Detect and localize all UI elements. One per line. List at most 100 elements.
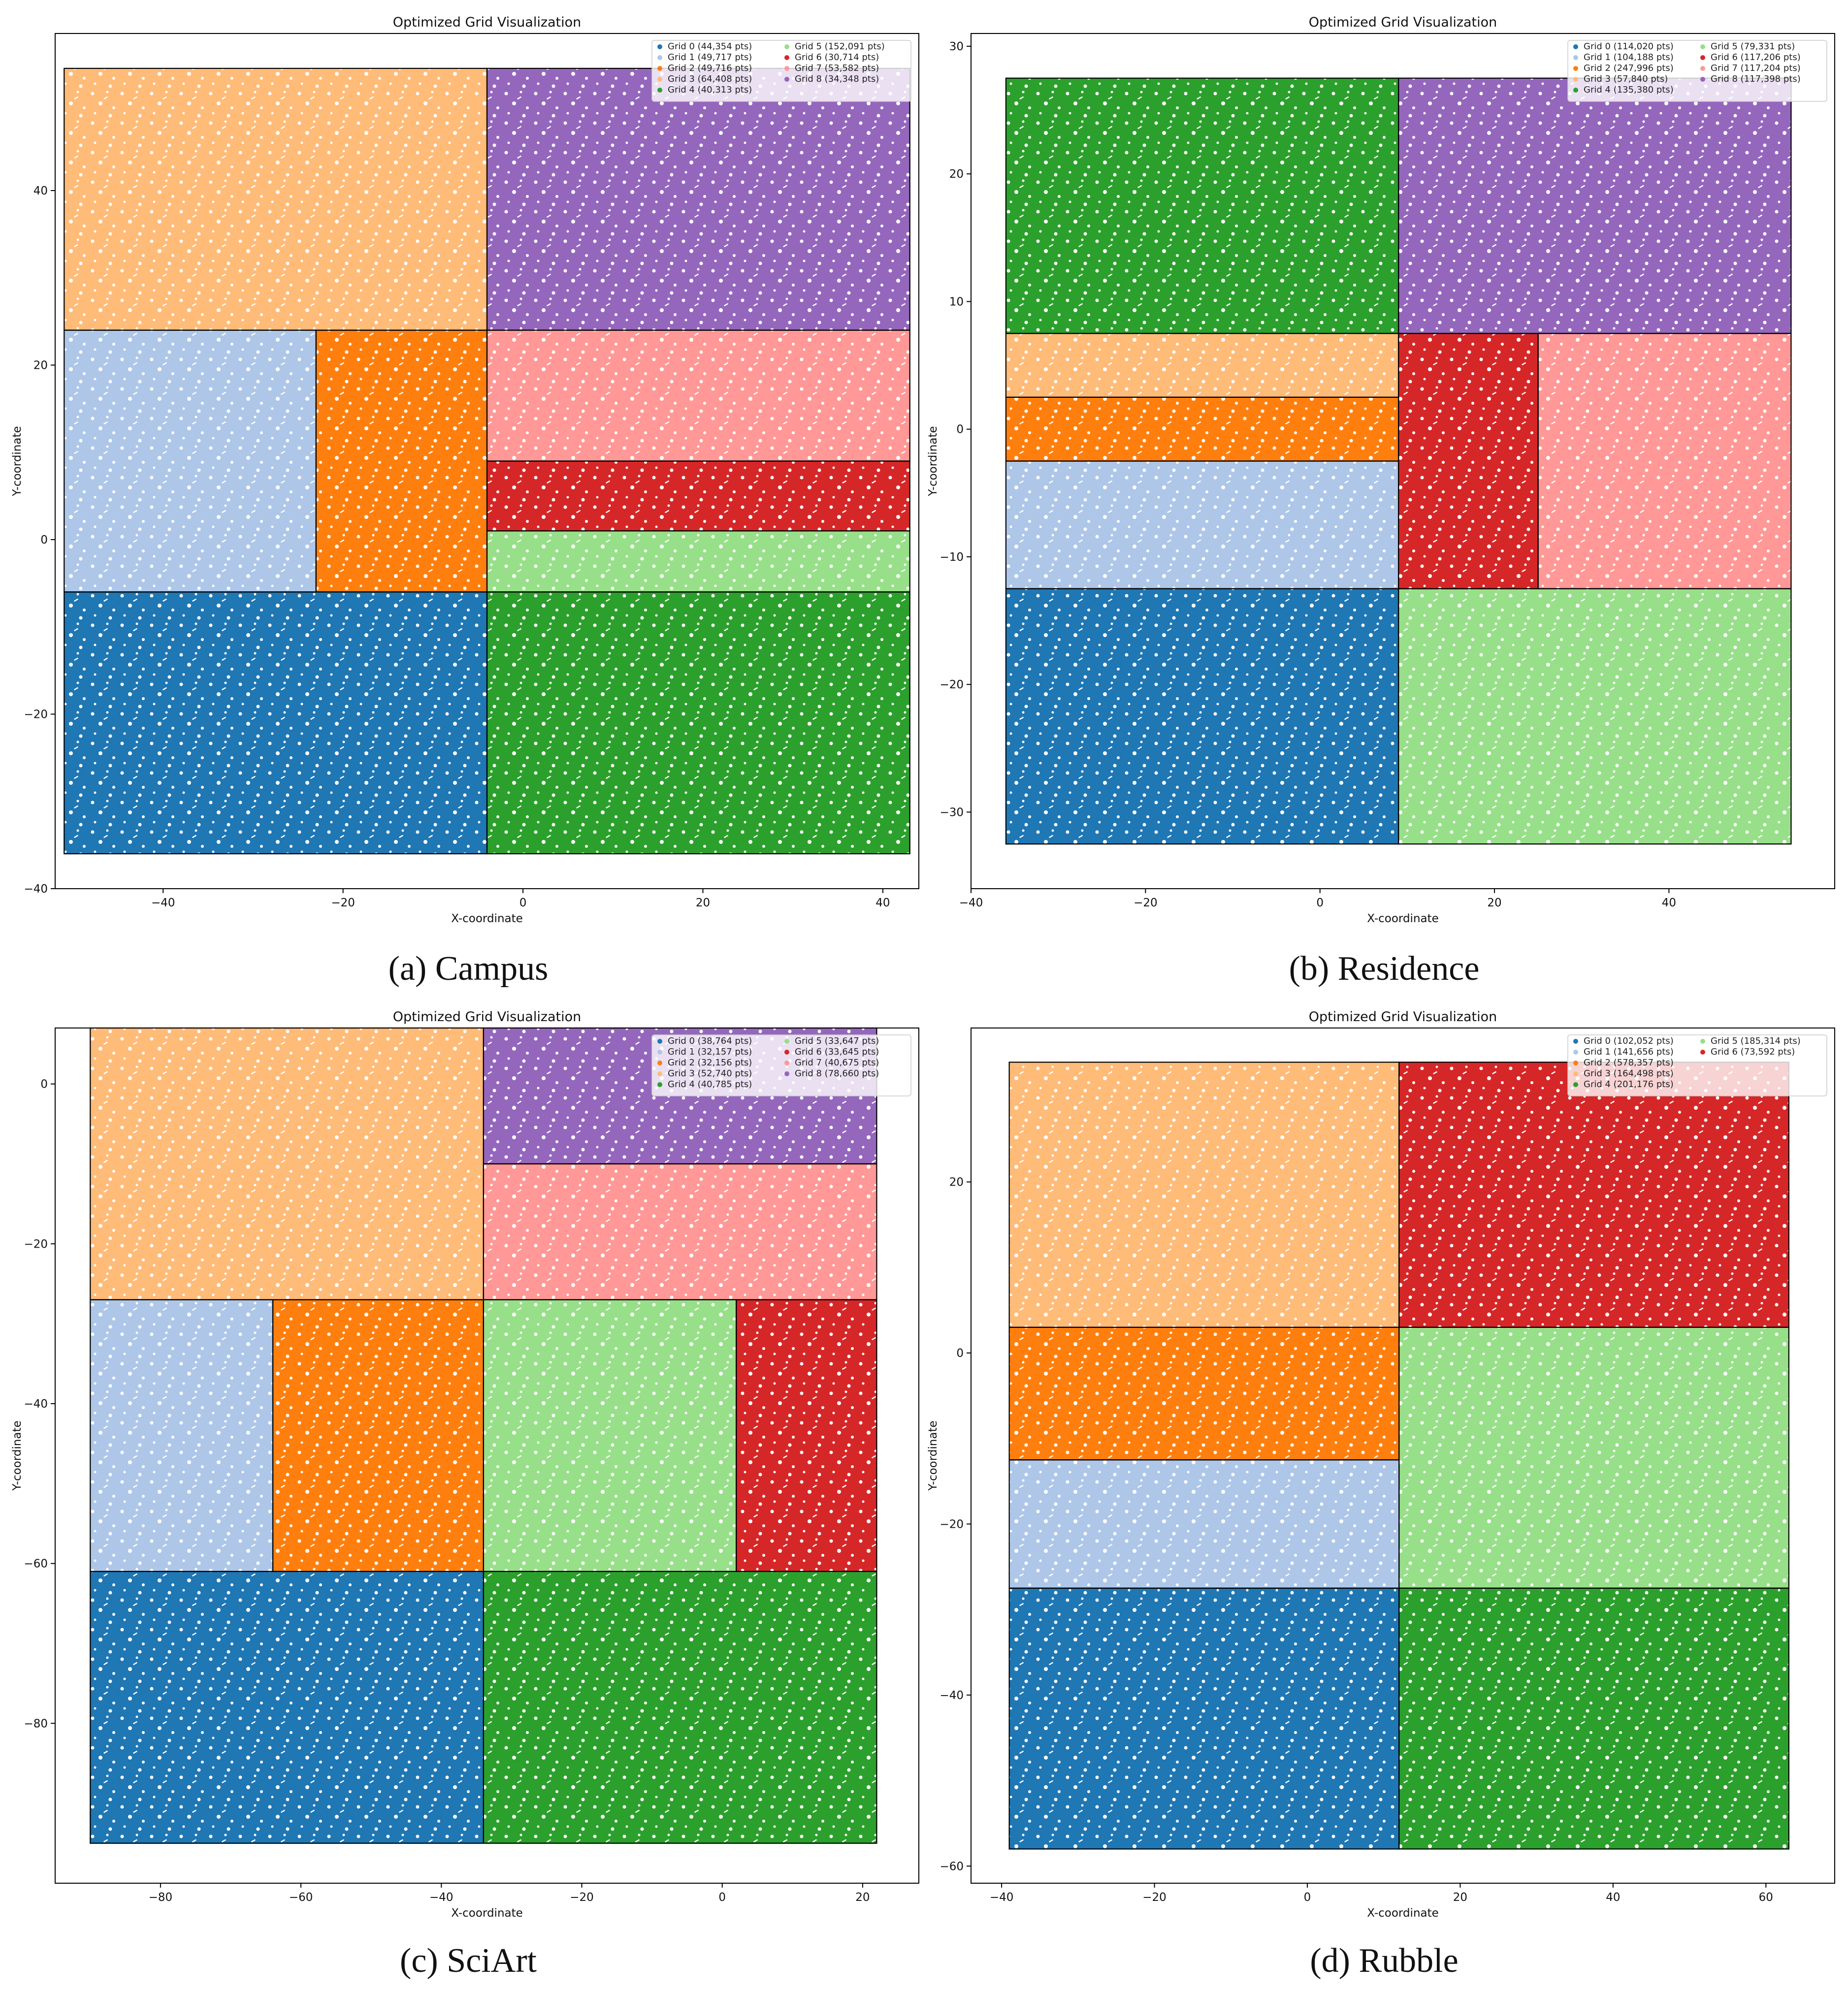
y-tick-label: 20 bbox=[33, 359, 48, 372]
legend-entry: Grid 5 (185,314 pts) bbox=[1711, 1036, 1801, 1046]
axes-frame bbox=[55, 33, 919, 889]
legend-entry: Grid 5 (152,091 pts) bbox=[795, 41, 885, 52]
y-tick-label: −60 bbox=[24, 1558, 48, 1571]
y-tick-label: −60 bbox=[940, 1860, 964, 1873]
legend-marker bbox=[1573, 1071, 1578, 1076]
y-tick-label: −40 bbox=[940, 1689, 964, 1702]
chart-panel-0: Optimized Grid Visualization −40 −20 0 20 40 −… bbox=[11, 15, 919, 925]
legend-entry: Grid 5 (79,331 pts) bbox=[1711, 41, 1795, 52]
y-tick-label: 10 bbox=[949, 295, 964, 308]
y-axis-label: Y-coordinate bbox=[927, 426, 940, 496]
grid-cell-grid-0 bbox=[1009, 1588, 1399, 1849]
legend-marker bbox=[1700, 1039, 1705, 1044]
grid-cell-grid-0 bbox=[64, 592, 487, 854]
legend-entry: Grid 1 (49,717 pts) bbox=[668, 52, 752, 63]
y-tick-label: −20 bbox=[940, 1518, 964, 1531]
legend-entry: Grid 0 (44,354 pts) bbox=[668, 41, 752, 52]
legend-entry: Grid 6 (73,592 pts) bbox=[1711, 1047, 1795, 1057]
legend-marker bbox=[784, 1039, 789, 1044]
legend-entry: Grid 4 (40,313 pts) bbox=[668, 85, 752, 95]
chart-panel-3: Optimized Grid Visualization −40 −20 0 20 40 6… bbox=[927, 1009, 1835, 1920]
x-tick-label: −40 bbox=[959, 897, 983, 909]
grid-cell-grid-6 bbox=[487, 461, 910, 531]
legend-marker bbox=[1700, 1050, 1705, 1055]
legend-entry: Grid 8 (34,348 pts) bbox=[795, 74, 879, 84]
legend-marker bbox=[1700, 77, 1705, 82]
x-tick-label: 40 bbox=[875, 897, 890, 909]
legend-marker bbox=[657, 1060, 662, 1065]
y-tick-label: 20 bbox=[949, 1176, 964, 1189]
legend-entry: Grid 0 (114,020 pts) bbox=[1584, 41, 1674, 52]
axes-frame bbox=[55, 1028, 919, 1884]
legend-marker bbox=[1700, 66, 1705, 71]
legend-marker bbox=[657, 77, 662, 82]
y-axis-label: Y-coordinate bbox=[11, 1420, 24, 1491]
legend-entry: Grid 2 (247,996 pts) bbox=[1584, 63, 1674, 73]
legend-entry: Grid 1 (104,188 pts) bbox=[1584, 52, 1674, 63]
legend-marker bbox=[784, 55, 789, 60]
chart-title: Optimized Grid Visualization bbox=[1309, 15, 1497, 30]
legend-entry: Grid 4 (201,176 pts) bbox=[1584, 1079, 1674, 1090]
legend-marker bbox=[657, 1050, 662, 1055]
y-tick-label: −40 bbox=[24, 883, 48, 896]
legend-entry: Grid 2 (49,716 pts) bbox=[668, 63, 752, 73]
grid-cell-grid-2 bbox=[1005, 397, 1399, 461]
grid-cell-grid-3 bbox=[64, 68, 487, 330]
legend-entry: Grid 8 (78,660 pts) bbox=[795, 1068, 879, 1079]
legend-entry: Grid 6 (117,206 pts) bbox=[1711, 52, 1801, 63]
axes-frame bbox=[971, 1028, 1835, 1884]
x-tick-label: −20 bbox=[570, 1891, 594, 1904]
grid-cell-grid-5 bbox=[487, 531, 910, 592]
legend-entry: Grid 2 (578,357 pts) bbox=[1584, 1058, 1674, 1068]
chart-title: Optimized Grid Visualization bbox=[393, 15, 582, 30]
y-tick-label: −80 bbox=[24, 1717, 48, 1730]
x-tick-label: 40 bbox=[1662, 897, 1676, 909]
grid-cell-grid-7 bbox=[1538, 333, 1791, 589]
x-tick-label: −40 bbox=[429, 1891, 454, 1904]
legend-marker bbox=[1573, 55, 1578, 60]
y-axis-label: Y-coordinate bbox=[927, 1420, 940, 1491]
legend-marker bbox=[1700, 44, 1705, 49]
grid-cell-grid-6 bbox=[1399, 1062, 1789, 1327]
legend-entry: Grid 0 (38,764 pts) bbox=[668, 1036, 752, 1046]
grid-cell-grid-4 bbox=[1005, 78, 1399, 334]
y-tick-label: −20 bbox=[940, 678, 964, 691]
legend-entry: Grid 7 (53,582 pts) bbox=[795, 63, 879, 73]
legend-marker bbox=[1573, 88, 1578, 93]
legend-entry: Grid 3 (164,498 pts) bbox=[1584, 1068, 1674, 1079]
x-tick-label: 40 bbox=[1606, 1891, 1620, 1904]
legend-box bbox=[1567, 40, 1827, 102]
grid-cell-grid-7 bbox=[483, 1163, 877, 1300]
y-tick-label: 0 bbox=[40, 534, 48, 546]
y-tick-label: −20 bbox=[24, 1238, 48, 1251]
grid-cell-grid-4 bbox=[487, 592, 910, 854]
legend-marker bbox=[784, 44, 789, 49]
x-tick-label: 0 bbox=[1304, 1891, 1311, 1904]
x-tick-label: −20 bbox=[1142, 1891, 1167, 1904]
grid-cell-grid-1 bbox=[90, 1299, 273, 1572]
grid-cell-grid-4 bbox=[1399, 1588, 1789, 1849]
grid-cell-borders bbox=[64, 67, 910, 855]
legend-marker bbox=[657, 55, 662, 60]
legend-marker bbox=[657, 66, 662, 71]
grid-cell-grid-8 bbox=[1398, 78, 1791, 334]
grid-cell-grid-1 bbox=[1005, 461, 1399, 589]
legend-entry: Grid 6 (30,714 pts) bbox=[795, 52, 879, 63]
x-tick-label: −80 bbox=[149, 1891, 173, 1904]
legend-marker bbox=[657, 88, 662, 93]
x-tick-label: 20 bbox=[1487, 897, 1501, 909]
x-tick-label: −60 bbox=[289, 1891, 313, 1904]
x-axis-label: X-coordinate bbox=[451, 912, 523, 925]
grid-cell-grid-0 bbox=[90, 1571, 484, 1843]
x-tick-label: −40 bbox=[151, 897, 175, 909]
grid-cell-grid-6 bbox=[1398, 333, 1538, 589]
legend-marker bbox=[1573, 77, 1578, 82]
axes-frame bbox=[971, 33, 1835, 889]
legend-entry: Grid 8 (117,398 pts) bbox=[1711, 74, 1801, 84]
legend-marker bbox=[1700, 55, 1705, 60]
x-axis-label: X-coordinate bbox=[1367, 912, 1439, 925]
legend-marker bbox=[1573, 1060, 1578, 1065]
grid-cell-grid-0 bbox=[1005, 588, 1399, 844]
grid-cell-grid-1 bbox=[64, 330, 316, 592]
chart-title: Optimized Grid Visualization bbox=[1309, 1009, 1497, 1025]
